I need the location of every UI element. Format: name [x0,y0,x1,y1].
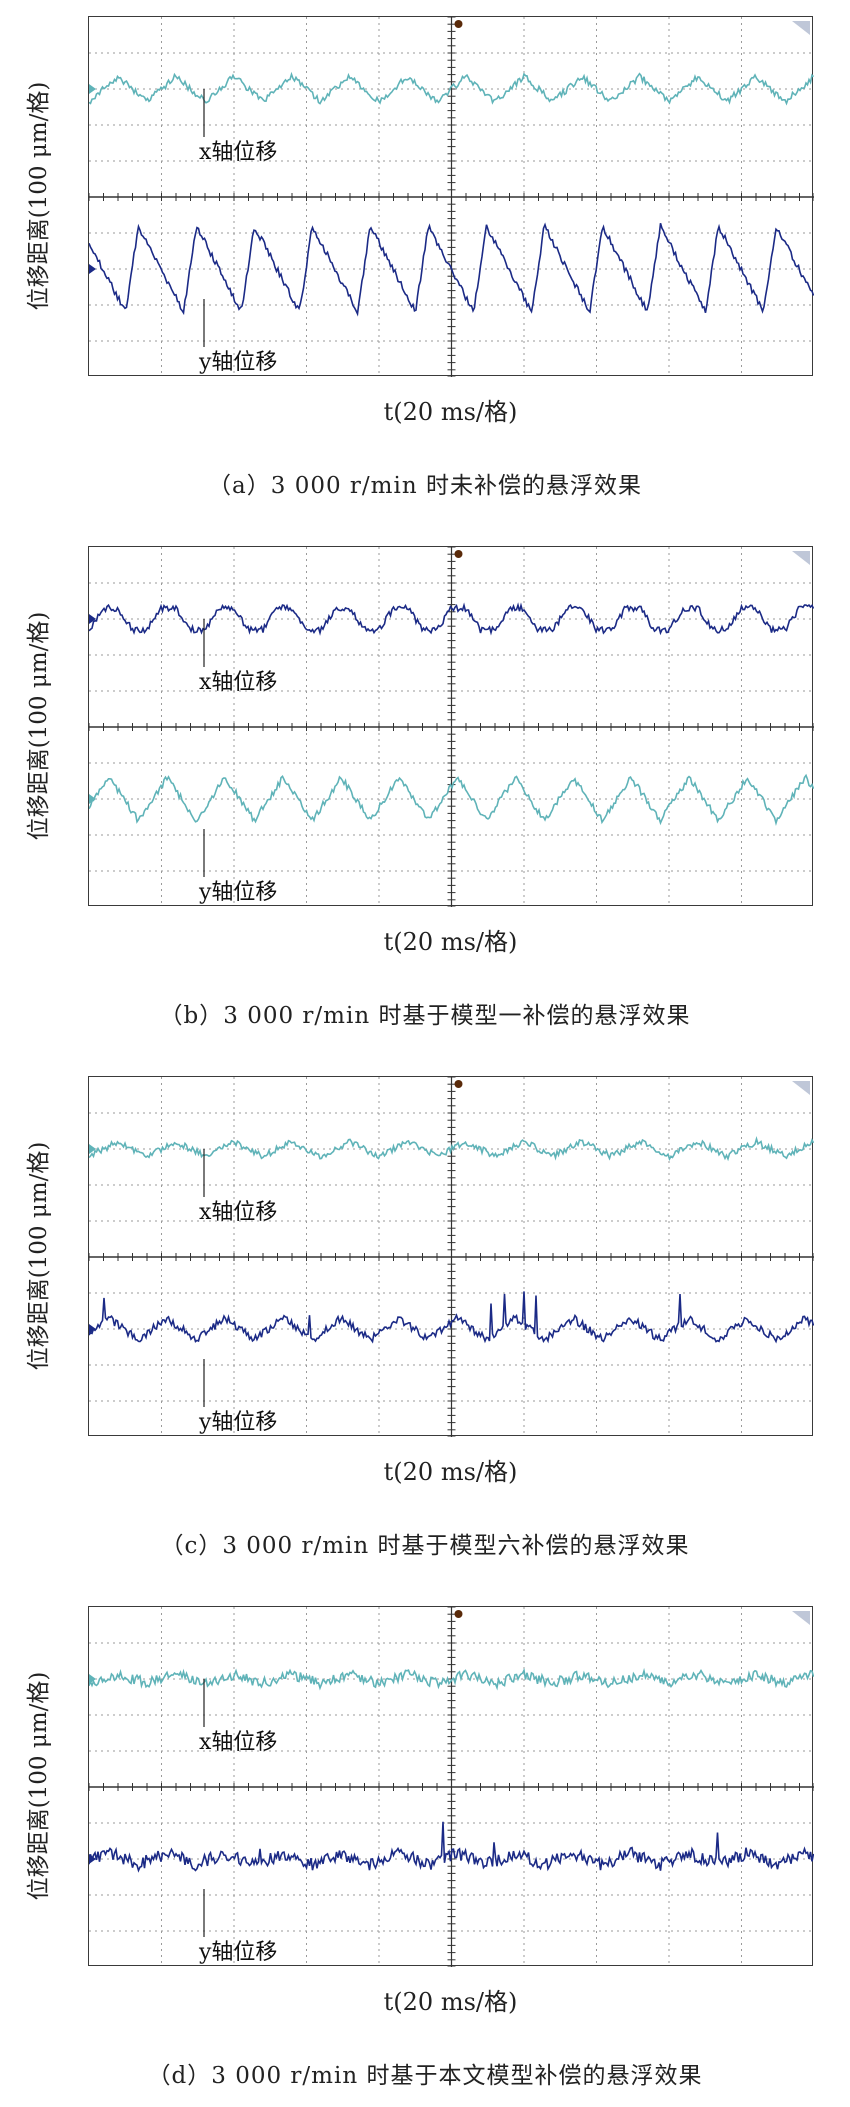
grid [89,1607,814,1967]
y-axis-label: 位移距离(100 μm/格) [26,611,52,841]
series-line-y [89,773,814,827]
corner-marker [792,21,810,35]
oscilloscope-plot: x轴位移 y轴位移 [88,1076,814,1437]
channel-marker [89,614,96,624]
series-label-y: y轴位移 [198,1940,277,1965]
series-line-y [89,222,814,317]
chart-panel-d: x轴位移 y轴位移 位移距离(100 μm/格) t(20 ms/格) （d）3 000… [0,1590,850,2105]
channel-marker [89,1324,96,1334]
channel-marker [89,1144,96,1154]
panel-caption: （c）3 000 r/min 时基于模型六补偿的悬浮效果 [160,1533,690,1559]
series-label-x: x轴位移 [199,1200,277,1225]
channel-marker [89,84,96,94]
grid [89,17,814,377]
x-axis-label: t(20 ms/格) [383,928,518,956]
x-axis-label: t(20 ms/格) [383,1988,518,2016]
channel-marker [89,794,96,804]
panel-caption: （b）3 000 r/min 时基于模型一补偿的悬浮效果 [159,1003,691,1029]
plot-svg: x轴位移 y轴位移 [89,1607,814,1967]
oscilloscope-plot: x轴位移 y轴位移 [88,546,814,907]
series-line-y [89,1291,814,1344]
corner-marker [792,1081,810,1095]
grid [89,1077,814,1437]
channel-marker [89,1854,96,1864]
corner-marker [792,551,810,565]
series-label-y: y轴位移 [198,880,277,905]
oscilloscope-plot: x轴位移 y轴位移 [88,16,814,377]
channel-marker [89,264,96,274]
trigger-marker [454,1080,463,1088]
chart-panel-b: x轴位移 y轴位移 位移距离(100 μm/格) t(20 ms/格) （b）3 000… [0,530,850,1045]
x-axis-label: t(20 ms/格) [383,398,518,426]
trigger-marker [454,1610,463,1618]
plot-svg: x轴位移 y轴位移 [89,1077,814,1437]
series-label-y: y轴位移 [198,350,277,375]
x-axis-label: t(20 ms/格) [383,1458,518,1486]
series-label-y: y轴位移 [198,1410,277,1435]
series-label-x: x轴位移 [199,670,277,695]
grid [89,547,814,907]
chart-panel-c: x轴位移 y轴位移 位移距离(100 μm/格) t(20 ms/格) （c）3 000… [0,1060,850,1575]
panel-caption: （a）3 000 r/min 时未补偿的悬浮效果 [208,473,642,499]
plot-svg: x轴位移 y轴位移 [89,17,814,377]
series-line-y [89,1821,814,1873]
y-axis-label: 位移距离(100 μm/格) [26,1141,52,1371]
series-line-x [89,71,814,106]
series-line-x [89,1667,814,1691]
trigger-marker [454,20,463,28]
corner-marker [792,1611,810,1625]
oscilloscope-plot: x轴位移 y轴位移 [88,1606,814,1967]
y-axis-label: 位移距离(100 μm/格) [26,1671,52,1901]
plot-svg: x轴位移 y轴位移 [89,547,814,907]
trigger-marker [454,550,463,558]
series-label-x: x轴位移 [199,1730,277,1755]
series-line-x [89,1136,814,1162]
channel-marker [89,1674,96,1684]
series-line-x [89,602,814,636]
chart-panel-a: x轴位移 y轴位移 位移距离(100 μm/格) t(20 ms/格) （a）3 000… [0,0,850,515]
panel-caption: （d）3 000 r/min 时基于本文模型补偿的悬浮效果 [147,2063,703,2089]
series-label-x: x轴位移 [199,140,277,165]
y-axis-label: 位移距离(100 μm/格) [26,81,52,311]
